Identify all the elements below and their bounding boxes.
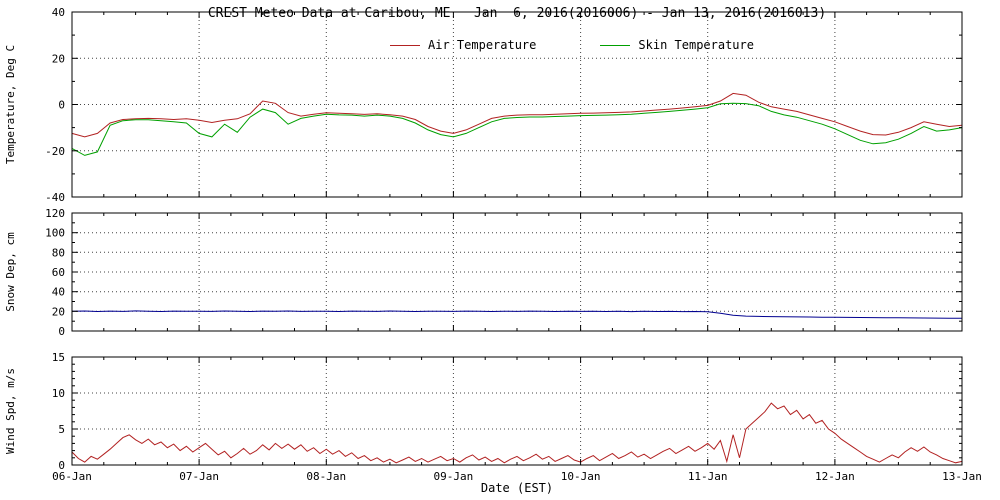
y-axis-title: Wind Spd, m/s (4, 368, 17, 454)
series-line-air-temperature (71, 92, 963, 138)
series-line-skin-temperature (71, 102, 963, 156)
series-line-snow-depth (71, 310, 963, 319)
legend: Air Temperature Skin Temperature (72, 38, 962, 52)
y-tick-label: 0 (58, 325, 65, 338)
y-tick-label: 120 (45, 207, 65, 220)
y-tick-label: 0 (58, 99, 65, 112)
legend-item-air-temperature: Air Temperature (390, 38, 536, 52)
y-tick-label: 80 (52, 246, 65, 259)
legend-item-skin-temperature: Skin Temperature (600, 38, 754, 52)
x-tick-label: 08-Jan (306, 470, 346, 483)
y-tick-label: 20 (52, 52, 65, 65)
x-tick-label: 12-Jan (815, 470, 855, 483)
y-tick-label: 60 (52, 266, 65, 279)
y-tick-label: 40 (52, 286, 65, 299)
y-axis-title: Temperature, Deg C (4, 45, 17, 164)
x-axis-title: Date (EST) (480, 481, 554, 495)
legend-label-skin-temperature: Skin Temperature (638, 38, 754, 52)
air-temperature-line-swatch (390, 44, 421, 46)
y-tick-label: 20 (52, 305, 65, 318)
y-tick-label: -40 (45, 191, 65, 204)
x-tick-label: 10-Jan (561, 470, 601, 483)
y-tick-label: 5 (58, 423, 65, 436)
x-tick-label: 07-Jan (179, 470, 219, 483)
y-tick-label: 40 (52, 6, 65, 19)
y-tick-label: 100 (45, 227, 65, 240)
chart-title: CREST Meteo Data at Caribou, ME Jan 6, 2… (207, 6, 827, 21)
y-tick-label: 0 (58, 459, 65, 472)
x-tick-label: 06-Jan (52, 470, 92, 483)
y-tick-label: 15 (52, 351, 65, 364)
y-axis-title: Snow Dep, cm (4, 232, 17, 312)
y-tick-label: -20 (45, 145, 65, 158)
series-line-wind-speed (71, 402, 963, 464)
y-tick-label: 10 (52, 387, 65, 400)
x-tick-label: 09-Jan (434, 470, 474, 483)
skin-temperature-line-swatch (600, 44, 631, 46)
legend-label-air-temperature: Air Temperature (428, 38, 537, 52)
x-tick-label: 13-Jan (942, 470, 982, 483)
x-tick-label: 11-Jan (688, 470, 728, 483)
panel-frame (71, 356, 963, 466)
